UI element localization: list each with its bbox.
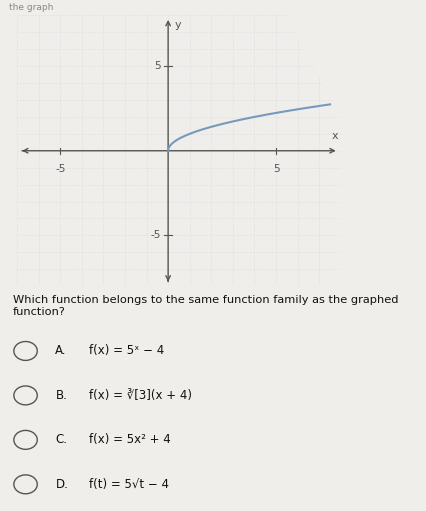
Text: 5: 5 (154, 61, 161, 71)
Text: 5: 5 (273, 165, 279, 174)
Text: Which function belongs to the same function family as the graphed function?: Which function belongs to the same funct… (13, 295, 398, 317)
Text: y: y (175, 20, 181, 31)
Polygon shape (287, 15, 341, 117)
Text: f(x) = ∛[3](x + 4): f(x) = ∛[3](x + 4) (89, 389, 193, 402)
Text: f(x) = 5x² + 4: f(x) = 5x² + 4 (89, 433, 171, 447)
Text: D.: D. (55, 478, 68, 491)
Text: -5: -5 (150, 230, 161, 240)
Text: the graph: the graph (9, 3, 53, 12)
Text: -5: -5 (55, 165, 66, 174)
Text: C.: C. (55, 433, 67, 447)
Text: f(t) = 5√t − 4: f(t) = 5√t − 4 (89, 478, 170, 491)
Text: f(x) = 5ˣ − 4: f(x) = 5ˣ − 4 (89, 344, 165, 358)
Text: B.: B. (55, 389, 67, 402)
Text: x: x (332, 131, 339, 142)
Text: A.: A. (55, 344, 67, 358)
